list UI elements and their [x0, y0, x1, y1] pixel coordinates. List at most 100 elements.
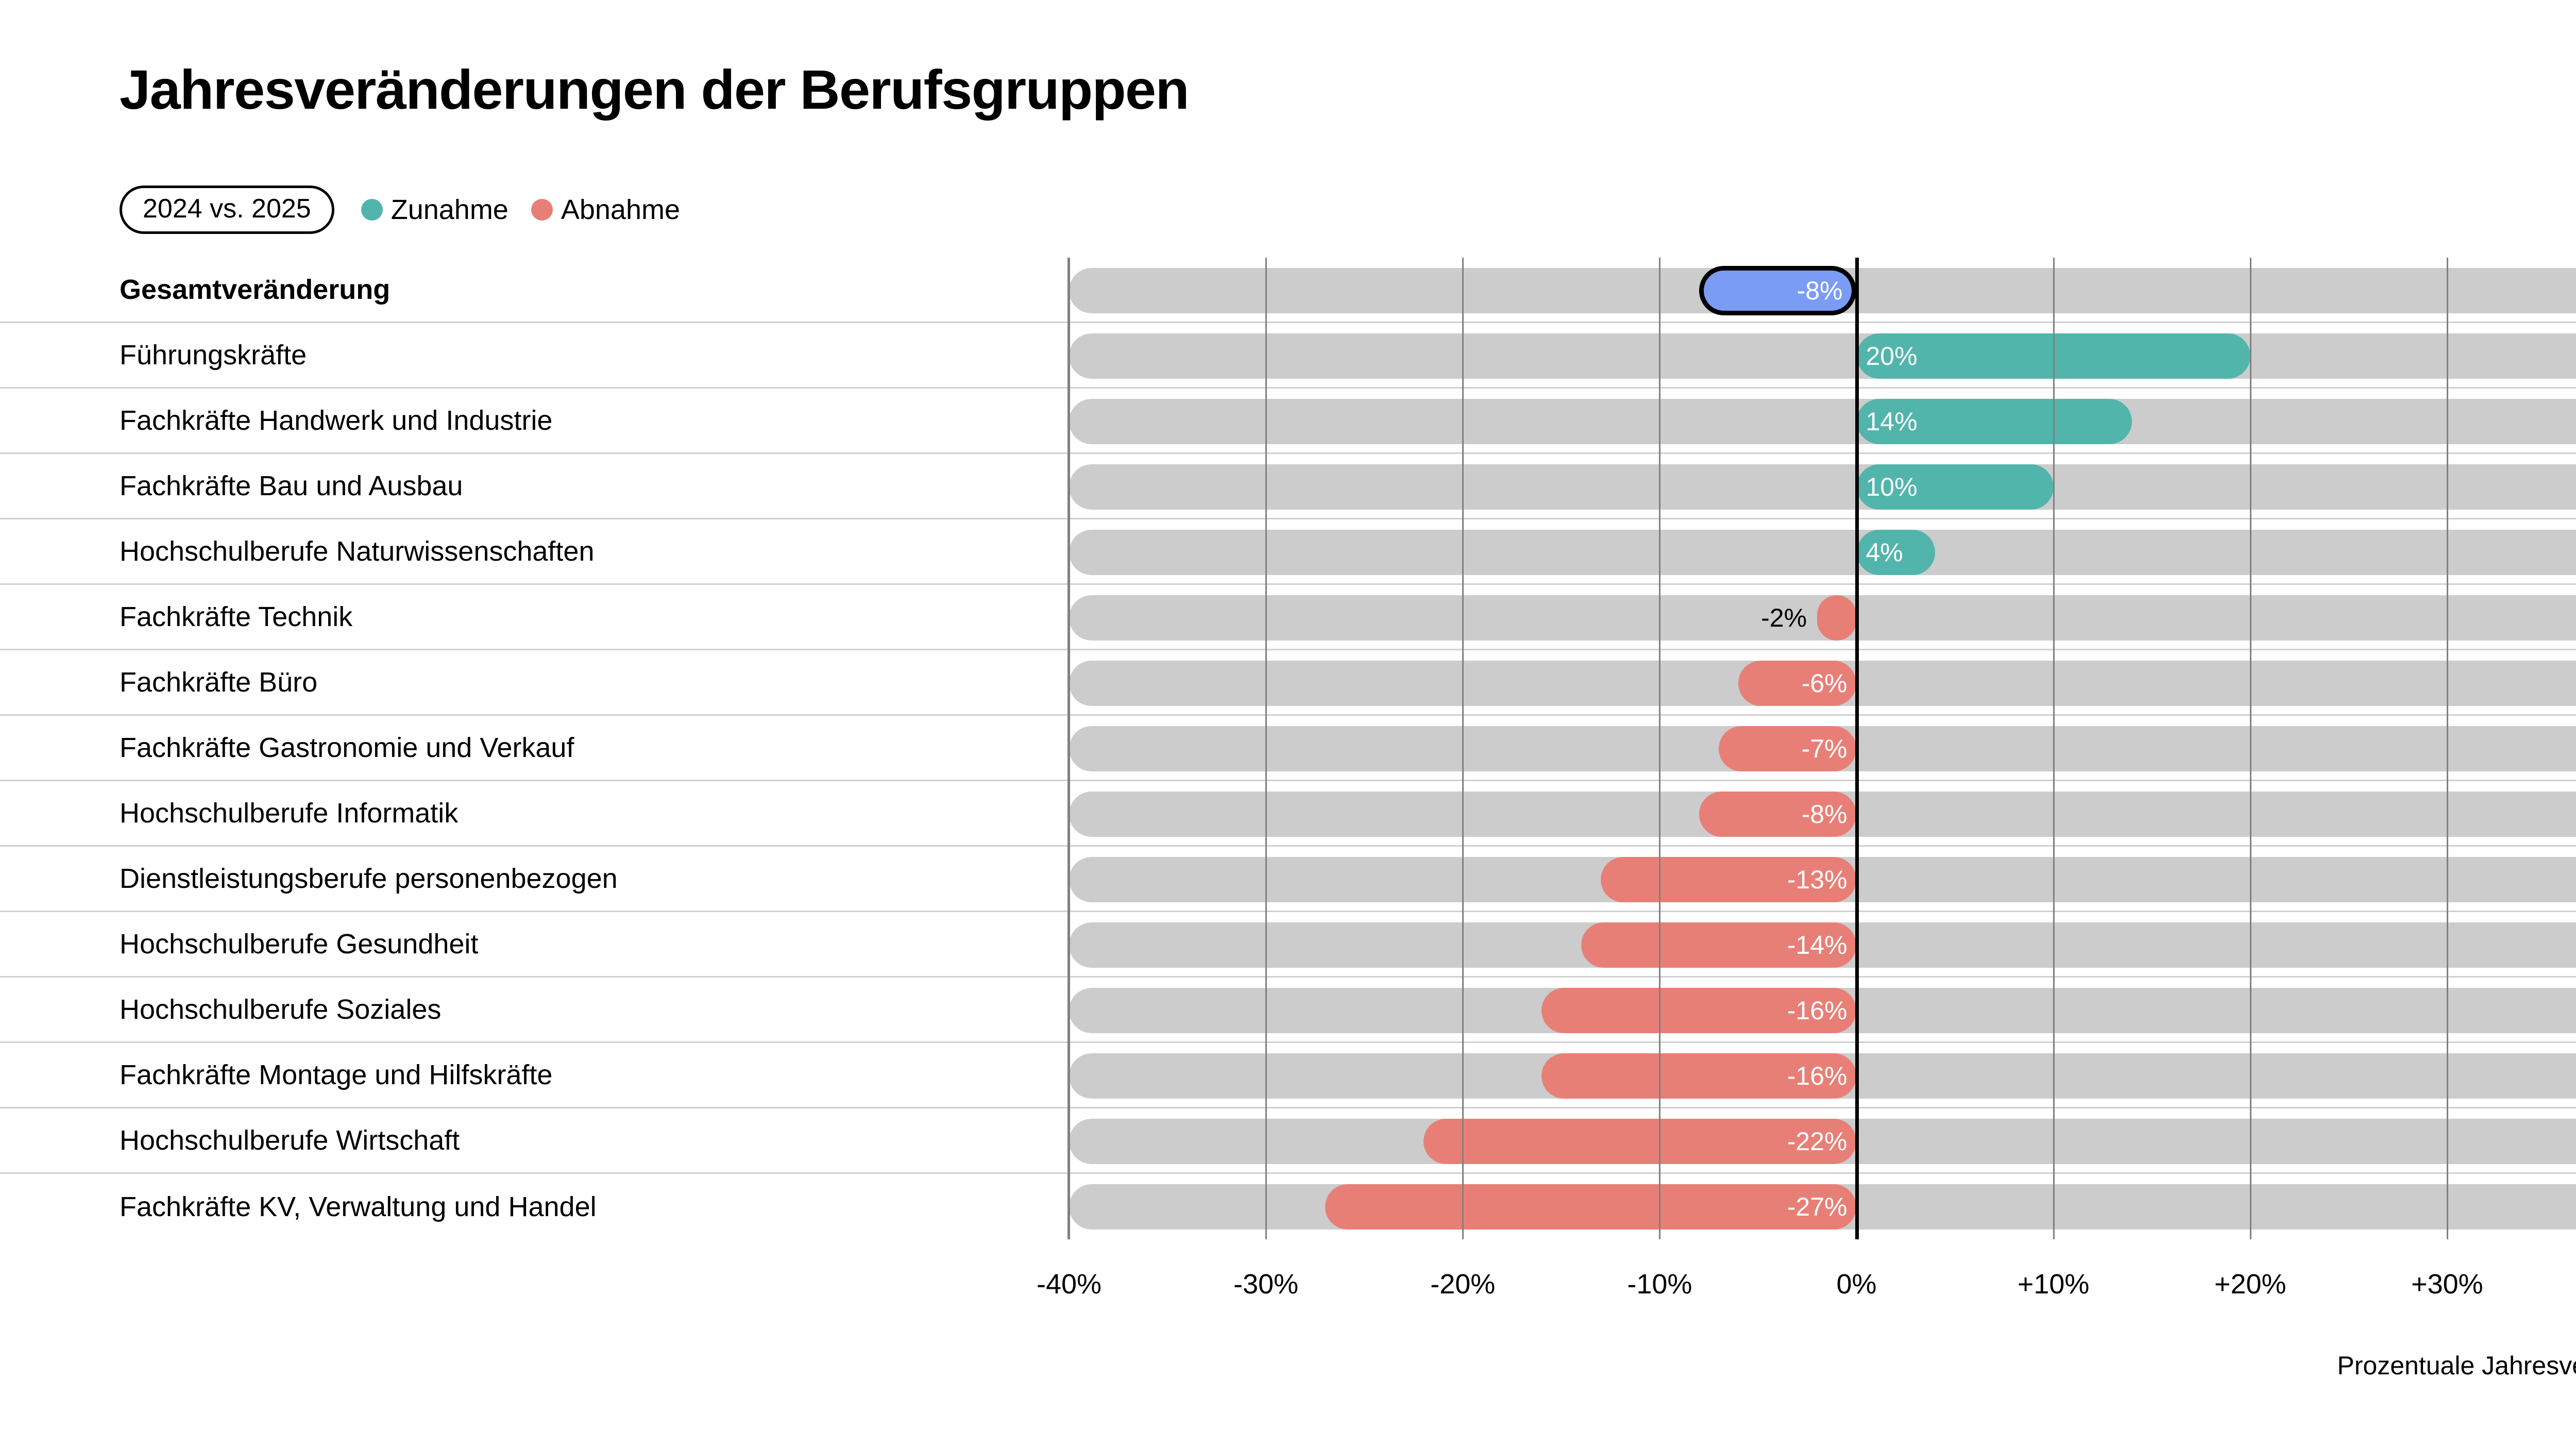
increase-bar[interactable]: 14% — [1856, 398, 2132, 444]
page-title: Jahresveränderungen der Berufsgruppen — [120, 58, 1190, 121]
decrease-bar[interactable]: -27% — [1325, 1184, 1857, 1230]
bar-value-label: -13% — [1787, 865, 1848, 894]
chart-rows: Gesamtveränderung -8% Führungskräfte 20% Fac… — [0, 258, 2576, 1239]
bar-track — [1069, 529, 2576, 575]
axis-caption: Prozentuale Jahresveränderung — [2337, 1351, 2576, 1380]
chart-row[interactable]: Führungskräfte 20% — [0, 323, 2576, 389]
row-plot: 14% — [1069, 389, 2576, 454]
decrease-bar[interactable]: -22% — [1423, 1118, 1857, 1164]
axis-tick-label: -20% — [1430, 1269, 1496, 1300]
row-label: Hochschulberufe Naturwissenschaften — [120, 536, 595, 567]
legend-item-decrease[interactable]: Abnahme — [531, 196, 680, 224]
row-plot: -22% — [1069, 1108, 2576, 1174]
row-plot: -27% — [1069, 1174, 2576, 1239]
increase-bar[interactable]: 4% — [1856, 529, 1936, 575]
row-label: Fachkräfte Handwerk und Industrie — [120, 405, 553, 436]
bar-value-label: -16% — [1787, 996, 1848, 1025]
bar-value-label: 4% — [1866, 537, 1903, 567]
bar-value-label: -8% — [1801, 799, 1848, 829]
decrease-bar[interactable]: -16% — [1541, 1053, 1857, 1099]
bar-track — [1069, 398, 2576, 444]
x-axis: -40%-30%-20%-10%0%+10%+20%+30%+40% — [0, 1239, 2576, 1311]
axis-tick-label: 0% — [1836, 1269, 1877, 1300]
chart-legend: Zunahme Abnahme — [361, 196, 680, 224]
chart-row[interactable]: Fachkräfte KV, Verwaltung und Handel -27% — [0, 1174, 2576, 1239]
decrease-bar[interactable]: -16% — [1541, 987, 1857, 1033]
axis-tick-label: -10% — [1627, 1269, 1692, 1300]
row-label: Hochschulberufe Informatik — [120, 798, 459, 829]
row-label: Fachkräfte Büro — [120, 667, 318, 698]
row-plot: -7% — [1069, 716, 2576, 781]
row-label: Fachkräfte Montage und Hilfskräfte — [120, 1059, 553, 1090]
bar-value-label: -27% — [1787, 1192, 1848, 1221]
highlighted-bar[interactable]: -8% — [1699, 265, 1857, 315]
legend-label: Zunahme — [391, 194, 509, 225]
bar-value-label: -22% — [1787, 1126, 1848, 1156]
chart-row[interactable]: Fachkräfte Technik -2% — [0, 585, 2576, 650]
row-label: Hochschulberufe Gesundheit — [120, 929, 479, 959]
row-label: Fachkräfte Bau und Ausbau — [120, 470, 463, 501]
chart-row[interactable]: Fachkräfte Montage und Hilfskräfte -16% — [0, 1043, 2576, 1108]
row-label: Fachkräfte Gastronomie und Verkauf — [120, 732, 574, 763]
row-plot: -2% — [1069, 585, 2576, 650]
bar-value-label: 20% — [1866, 341, 1918, 371]
row-plot: -14% — [1069, 912, 2576, 978]
decrease-bar[interactable]: -13% — [1600, 856, 1857, 902]
legend-label: Abnahme — [561, 194, 681, 225]
row-plot: 20% — [1069, 323, 2576, 389]
bar-value-label: 10% — [1866, 472, 1918, 501]
row-label: Fachkräfte KV, Verwaltung und Handel — [120, 1191, 597, 1222]
decrease-bar[interactable]: -14% — [1581, 922, 1857, 968]
chart-row[interactable]: Hochschulberufe Naturwissenschaften 4% — [0, 519, 2576, 585]
legend-item-increase[interactable]: Zunahme — [361, 196, 509, 224]
chart-row[interactable]: Dienstleistungsberufe personenbezogen -13… — [0, 847, 2576, 912]
chart-row[interactable]: Fachkräfte Büro -6% — [0, 650, 2576, 716]
row-plot: -13% — [1069, 847, 2576, 912]
row-plot: -8% — [1069, 781, 2576, 847]
bar-value-label-outside: -2% — [1761, 603, 1807, 632]
row-label: Dienstleistungsberufe personenbezogen — [120, 863, 618, 894]
bar-value-label: -7% — [1801, 734, 1848, 763]
increase-bar[interactable]: 20% — [1856, 333, 2250, 379]
chart-row[interactable]: Fachkräfte Gastronomie und Verkauf -7% — [0, 716, 2576, 781]
bar-track — [1069, 333, 2576, 379]
row-plot: -16% — [1069, 978, 2576, 1043]
chart-row[interactable]: Hochschulberufe Gesundheit -14% — [0, 912, 2576, 978]
row-plot: -6% — [1069, 650, 2576, 716]
row-label: Gesamtveränderung — [120, 274, 391, 305]
chart-row[interactable]: Gesamtveränderung -8% — [0, 258, 2576, 323]
chart-row[interactable]: Hochschulberufe Wirtschaft -22% — [0, 1108, 2576, 1174]
period-pill: 2024 vs. 2025 — [120, 186, 334, 234]
row-plot: 4% — [1069, 519, 2576, 585]
bar-value-label: -8% — [1797, 276, 1843, 305]
label-column-divider — [1067, 258, 1069, 1239]
row-plot: -16% — [1069, 1043, 2576, 1108]
chart-row[interactable]: Fachkräfte Bau und Ausbau 10% — [0, 454, 2576, 519]
axis-tick-label: +20% — [2214, 1269, 2286, 1300]
axis-tick-label: -30% — [1233, 1269, 1299, 1300]
header-subrow: 2024 vs. 2025 Zunahme Abnahme — [120, 186, 680, 234]
decrease-bar[interactable] — [1817, 595, 1857, 641]
axis-tick-label: +30% — [2411, 1269, 2483, 1300]
bar-value-label: -6% — [1801, 668, 1848, 698]
decrease-bar[interactable]: -8% — [1699, 791, 1857, 837]
decrease-bar[interactable]: -6% — [1738, 660, 1857, 706]
row-plot: -8% — [1069, 258, 2576, 323]
bar-value-label: -14% — [1787, 930, 1848, 959]
row-label: Hochschulberufe Wirtschaft — [120, 1125, 460, 1156]
chart-row[interactable]: Fachkräfte Handwerk und Industrie 14% — [0, 389, 2576, 454]
chart-row[interactable]: Hochschulberufe Soziales -16% — [0, 978, 2576, 1043]
decrease-dot-icon — [531, 199, 553, 221]
axis-tick-label: -40% — [1036, 1269, 1102, 1300]
bar-track — [1069, 464, 2576, 510]
increase-dot-icon — [361, 199, 383, 221]
bar-value-label: -16% — [1787, 1061, 1848, 1090]
increase-bar[interactable]: 10% — [1856, 464, 2054, 510]
row-label: Führungskräfte — [120, 340, 307, 371]
decrease-bar[interactable]: -7% — [1719, 726, 1857, 771]
row-label: Hochschulberufe Soziales — [120, 994, 442, 1025]
chart-body: Gesamtveränderung -8% Führungskräfte 20% Fac… — [0, 258, 2576, 1278]
chart-row[interactable]: Hochschulberufe Informatik -8% — [0, 781, 2576, 847]
row-plot: 10% — [1069, 454, 2576, 519]
